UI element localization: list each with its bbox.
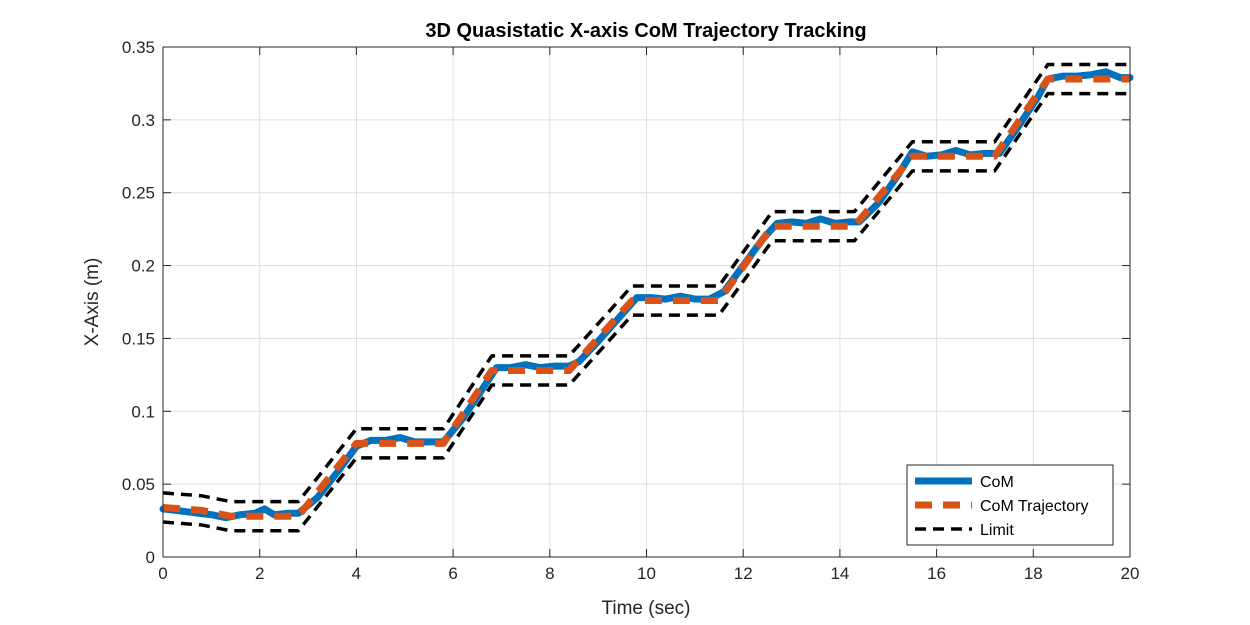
x-tick-label: 16 [927,564,946,583]
y-tick-label: 0.25 [122,184,155,203]
x-axis-label: Time (sec) [601,598,690,619]
y-tick-label: 0.35 [122,38,155,57]
x-tick-label: 8 [545,564,554,583]
x-tick-label: 18 [1024,564,1043,583]
series-line-com-trajectory [162,75,1130,520]
x-tick-label: 0 [158,564,167,583]
y-tick-label: 0.2 [131,257,155,276]
series-line-limit-lower [162,91,1130,533]
plot-series [159,62,1134,533]
y-tick-label: 0.3 [131,111,155,130]
y-tick-label: 0 [146,548,155,567]
x-tick-label: 12 [734,564,753,583]
chart-title: 3D Quasistatic X-axis CoM Trajectory Tra… [425,20,866,42]
x-tick-label: 14 [830,564,849,583]
legend-label-com-trajectory: CoM Trajectory [980,498,1088,515]
y-tick-label: 0.1 [131,402,155,421]
x-tick-label: 4 [352,564,361,583]
legend-label-com: CoM [980,474,1014,491]
y-axis-label: X-Axis (m) [82,258,103,347]
legend: CoM CoM Trajectory Limit [906,464,1114,546]
y-tick-label: 0.15 [122,329,155,348]
x-tick-label: 10 [637,564,656,583]
x-tick-label: 20 [1121,564,1140,583]
x-tick-label: 2 [255,564,264,583]
axis-ticks: 0 2 4 6 8 10 12 14 16 18 20 0 0.05 0.1 0.15 0.2 0.25 0.3 0… [122,38,1140,583]
legend-label-limit: Limit [980,522,1014,539]
y-tick-label: 0.05 [122,475,155,494]
x-tick-label: 6 [448,564,457,583]
series-line-limit-upper [162,62,1130,504]
